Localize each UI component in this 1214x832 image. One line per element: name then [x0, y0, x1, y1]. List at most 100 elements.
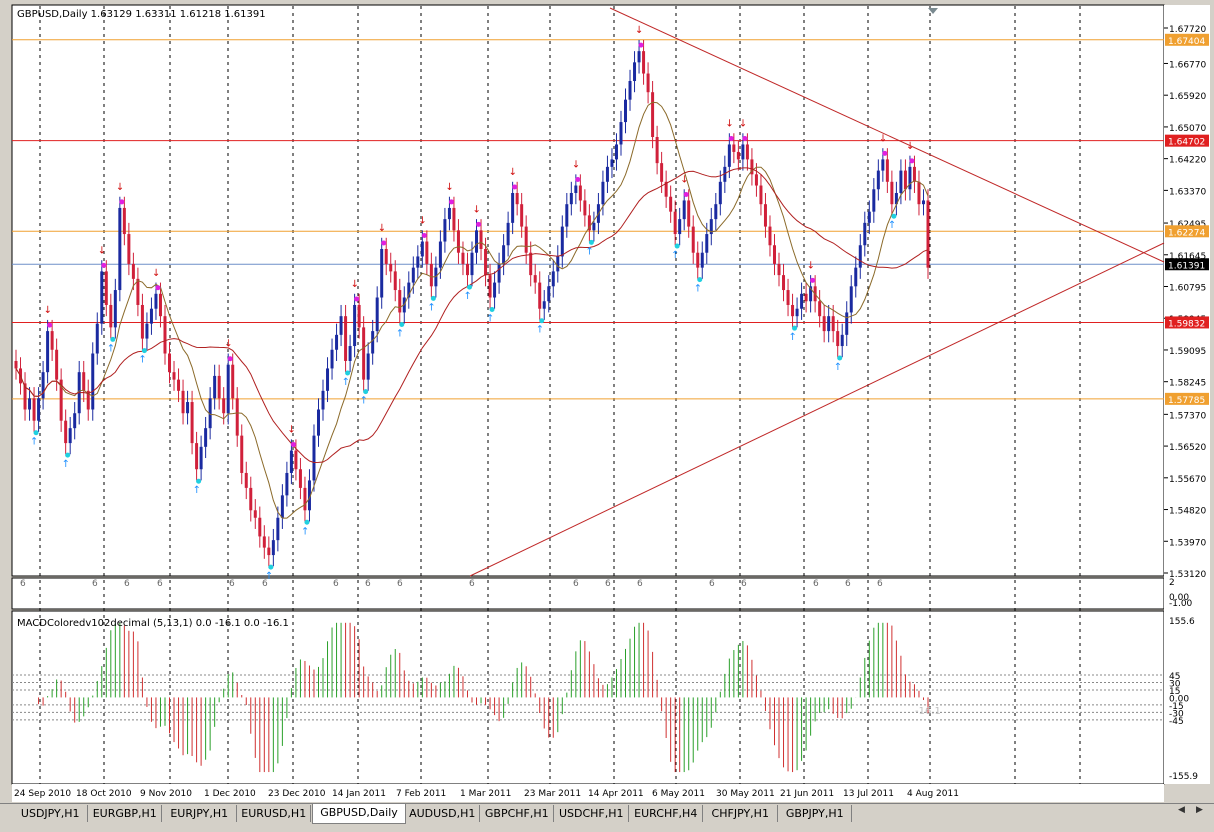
chart-tab[interactable]: EURCHF,H4 [630, 805, 703, 822]
candle-body [754, 174, 758, 186]
signal-dot [196, 478, 202, 484]
candle-body [768, 226, 772, 246]
date-axis-labels: 24 Sep 2010 18 Oct 2010 9 Nov 2010 1 Dec 20… [14, 789, 959, 799]
level-label: 1.57785 [1168, 396, 1205, 406]
chart-tab[interactable]: EURUSD,H1 [238, 805, 311, 822]
signal-mark: 6 [709, 579, 715, 589]
signal-mark: 6 [333, 579, 339, 589]
candle-body [389, 263, 393, 272]
chart-tab[interactable]: GBPUSD,Daily [312, 804, 406, 824]
macd-axis-label: -45 [1169, 717, 1184, 727]
candle-body [696, 252, 700, 268]
candle-body [362, 327, 366, 380]
candle-body [610, 159, 614, 167]
tab-scroll-left-icon[interactable]: ◀ [1178, 805, 1185, 815]
date-axis-label: 9 Nov 2010 [140, 789, 192, 799]
shift-marker-icon[interactable] [928, 8, 938, 14]
candle-body [682, 200, 686, 220]
candle-body [348, 346, 352, 361]
candle-body [145, 323, 149, 339]
date-axis-label: 23 Mar 2011 [524, 789, 581, 799]
candle-body [91, 353, 95, 410]
candle-body [271, 540, 275, 556]
candle-body [488, 275, 492, 298]
signal-axis-label: 2 [1169, 578, 1175, 588]
signal-dot [268, 564, 274, 570]
candle-body [280, 495, 284, 518]
price-axis-label: 1.54820 [1169, 507, 1206, 517]
candle-body [253, 510, 257, 518]
macd-panel [11, 610, 1165, 785]
signal-dot [33, 430, 39, 436]
chart-window[interactable]: ↑ ↓ ↑ ↓ ↑ ↓ ↑ ↓ ↑ ↓ ↑ ↓ ↑ ↑ ↓ ↑ ↓ ↑ ↓ ↑ ↓ ↑ ↓ ↑ ↓ ↑ ↓ ↑ ↓ ↑ ↓ ↑ ↓ ↓ ↑ ↓ ↑ ↓ ↑ ↓… [0, 0, 1214, 803]
signal-dot [683, 191, 689, 197]
candle-body [163, 316, 167, 354]
chart-tab[interactable]: CHFJPY,H1 [704, 805, 778, 822]
candle-body [587, 215, 591, 231]
candle-body [484, 248, 488, 276]
signal-dot [421, 233, 427, 239]
candle-body [411, 267, 415, 283]
candle-body [335, 334, 339, 350]
candle-body [375, 297, 379, 332]
sell-arrow-icon: ↓ [725, 118, 733, 129]
signal-dot [47, 322, 53, 328]
price-axis-label: 1.66770 [1169, 60, 1206, 70]
chart-tab[interactable]: AUDUSD,H1 [406, 805, 480, 822]
candle-body [50, 331, 54, 350]
candle-body [867, 211, 871, 223]
signal-markers: ↑ ↓ ↑ ↓ ↑ ↓ ↑ ↓ ↑ ↓ ↑ ↓ ↑ ↑ ↓ ↑ ↓ ↑ ↓ ↑ ↓ ↑ ↓ ↑ ↓ ↑ ↓ ↑ ↓ ↑ ↓ ↑ ↓ ↓ ↑ ↓ ↑ ↓ ↑ ↓ [30, 25, 915, 582]
candle-body [565, 204, 569, 227]
chart-tab[interactable]: GBPJPY,H1 [779, 805, 852, 822]
chart-tab[interactable]: USDJPY,H1 [14, 805, 88, 822]
candle-body [795, 308, 799, 317]
signal-axis-label: 0.00 [1169, 593, 1189, 603]
chart-tab[interactable]: GBPCHF,H1 [481, 805, 554, 822]
candle-body [366, 353, 370, 380]
candle-body [100, 271, 104, 324]
candle-body [416, 256, 420, 268]
candle-body [809, 286, 813, 302]
candle-body [95, 323, 99, 354]
tab-scroll-right-icon[interactable]: ▶ [1196, 805, 1203, 815]
candle-body [700, 252, 704, 268]
signal-mark: 6 [262, 579, 268, 589]
candle-body [28, 398, 32, 410]
candle-body [14, 360, 18, 369]
candle-body [903, 170, 907, 190]
candle-body [344, 316, 348, 361]
candle-body [836, 331, 840, 347]
candle-body [849, 286, 853, 313]
chart-tab[interactable]: EURGBP,H1 [89, 805, 162, 822]
date-axis-label: 21 Jun 2011 [780, 789, 834, 799]
candle-body [398, 290, 402, 313]
candle-body [493, 282, 497, 298]
buy-arrow-icon: ↑ [888, 220, 896, 231]
candle-body [226, 364, 230, 414]
buy-arrow-icon: ↑ [360, 396, 368, 407]
level-label: 1.61391 [1168, 261, 1205, 271]
candle-body [425, 241, 429, 264]
signal-dot [304, 519, 310, 525]
candle-body [637, 51, 641, 63]
signal-dot [448, 199, 454, 205]
indicator-current-value: -16.1 [915, 706, 941, 717]
chart-tab[interactable]: EURJPY,H1 [163, 805, 237, 822]
signal-mark: 6 [741, 579, 747, 589]
buy-arrow-icon: ↑ [265, 571, 273, 582]
sell-arrow-icon: ↓ [509, 167, 517, 178]
price-panel[interactable] [11, 4, 1165, 577]
candle-body [601, 181, 605, 205]
signal-mark: 6 [92, 579, 98, 589]
chart-tab[interactable]: USDCHF,H1 [555, 805, 629, 822]
candle-body [258, 517, 262, 537]
price-axis-label: 1.55670 [1169, 475, 1206, 485]
price-axis-label: 1.53120 [1169, 570, 1206, 580]
candle-body [222, 398, 226, 414]
candle-body [235, 398, 239, 436]
level-tag [1165, 134, 1209, 147]
candle-body [131, 263, 135, 279]
candle-body [921, 200, 925, 205]
candle-body [249, 487, 253, 511]
